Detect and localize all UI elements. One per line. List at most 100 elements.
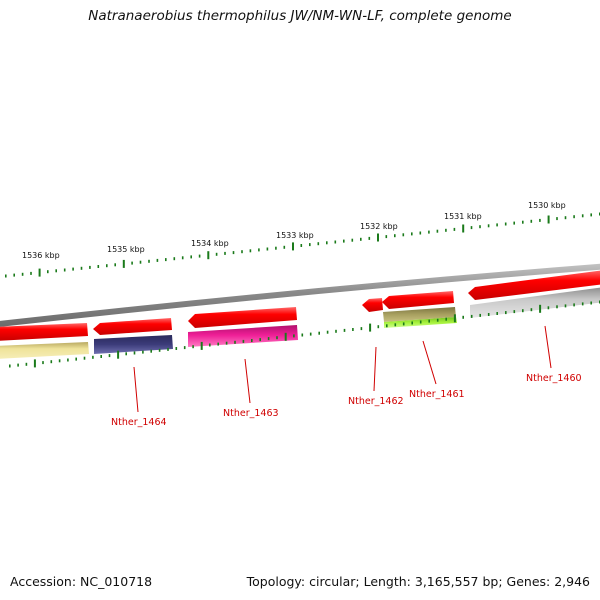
gene-label-nther-1463[interactable]: Nther_1463 xyxy=(223,408,279,419)
inner-ring-minor-tick xyxy=(234,340,236,344)
inner-ring-minor-tick xyxy=(436,318,439,322)
inner-ring-major-tick xyxy=(117,350,120,359)
outer-ring-major-tick xyxy=(462,224,465,233)
leader-line-nther-1461 xyxy=(422,340,437,385)
outer-ring-minor-tick xyxy=(411,232,413,236)
inner-ring-minor-tick xyxy=(217,342,219,346)
inner-ring-minor-tick xyxy=(293,334,295,338)
outer-tick-ring xyxy=(5,212,600,278)
inner-ring-minor-tick xyxy=(487,313,490,316)
outer-ring-minor-tick xyxy=(181,256,184,260)
outer-ring-minor-tick xyxy=(334,240,337,244)
inner-ring-minor-tick xyxy=(225,341,228,345)
cog-band-magenta xyxy=(188,325,298,347)
outer-ring-minor-tick xyxy=(47,270,49,274)
outer-ring-minor-tick xyxy=(309,243,311,247)
map-title: Natranaerobius thermophilus JW/NM-WN-LF,… xyxy=(88,8,512,24)
gene-label-nther-1464[interactable]: Nther_1464 xyxy=(111,417,167,428)
outer-ring-minor-tick xyxy=(530,219,533,223)
kbp-label-1530: 1530 kbp xyxy=(528,201,566,210)
outer-ring-minor-tick xyxy=(89,265,91,269)
gene-nther-1465-partial[interactable] xyxy=(0,323,88,341)
inner-ring-minor-tick xyxy=(402,322,405,326)
cog-band-lightgray xyxy=(470,287,600,318)
outer-ring-minor-tick xyxy=(106,264,108,268)
inner-ring-minor-tick xyxy=(167,347,169,351)
kbp-label-1536: 1536 kbp xyxy=(22,251,60,260)
inner-ring-minor-tick xyxy=(67,358,69,362)
outer-ring-minor-tick xyxy=(30,271,32,275)
outer-ring-minor-tick xyxy=(266,247,269,251)
inner-ring-minor-tick xyxy=(470,314,473,318)
outer-ring-minor-tick xyxy=(496,223,498,227)
inner-ring-minor-tick xyxy=(150,349,152,353)
outer-ring-minor-tick xyxy=(300,244,303,247)
inner-ring-minor-tick xyxy=(411,321,413,325)
outer-ring-minor-tick xyxy=(402,233,405,237)
outer-ring-minor-tick xyxy=(283,245,286,249)
inner-ring-minor-tick xyxy=(394,323,397,327)
cog-track xyxy=(0,287,600,359)
inner-ring-minor-tick xyxy=(360,327,363,331)
gene-nther-1460[interactable] xyxy=(468,270,600,300)
gene-nther-1461[interactable] xyxy=(382,291,454,309)
outer-ring-minor-tick xyxy=(504,222,507,226)
outer-ring-minor-tick xyxy=(55,269,57,273)
outer-ring-major-tick xyxy=(547,215,550,224)
gene-label-nther-1461[interactable]: Nther_1461 xyxy=(409,389,465,400)
outer-ring-major-tick xyxy=(122,259,125,268)
inner-ring-minor-tick xyxy=(92,355,94,359)
inner-ring-minor-tick xyxy=(419,320,422,324)
inner-ring-minor-tick xyxy=(100,355,102,358)
accession-text: Accession: NC_010718 xyxy=(10,574,153,589)
outer-ring-minor-tick xyxy=(173,257,176,261)
outer-ring-minor-tick xyxy=(590,213,592,217)
outer-ring-minor-tick xyxy=(232,251,235,255)
gene-label-nther-1462[interactable]: Nther_1462 xyxy=(348,396,404,407)
outer-ring-minor-tick xyxy=(13,273,15,277)
inner-ring-minor-tick xyxy=(301,333,304,337)
inner-ring-major-tick xyxy=(33,359,36,368)
outer-ring-minor-tick xyxy=(360,237,362,241)
cog-band-indigo xyxy=(94,335,173,354)
outer-ring-minor-tick xyxy=(368,236,371,240)
inner-ring-minor-tick xyxy=(505,311,507,315)
outer-ring-major-tick xyxy=(377,233,379,242)
inner-ring-minor-tick xyxy=(242,339,245,343)
gene-nther-1464[interactable] xyxy=(93,318,172,335)
outer-ring-minor-tick xyxy=(419,231,422,235)
gene-track xyxy=(0,270,600,341)
inner-ring-minor-tick xyxy=(17,363,19,367)
gene-label-group: Nther_1464 Nther_1463 Nther_1462 Nther_1… xyxy=(111,373,582,428)
kbp-label-1531: 1531 kbp xyxy=(444,212,482,221)
gene-nther-1463[interactable] xyxy=(188,307,297,328)
inner-ring-minor-tick xyxy=(158,348,161,352)
outer-ring-minor-tick xyxy=(249,249,252,253)
outer-ring-minor-tick xyxy=(479,225,481,229)
outer-ring-minor-tick xyxy=(556,217,558,221)
outer-ring-minor-tick xyxy=(215,252,218,256)
inner-ring-minor-tick xyxy=(530,308,533,312)
inner-ring-minor-tick xyxy=(513,310,516,314)
leader-line-nther-1462 xyxy=(373,346,377,392)
inner-ring-minor-tick xyxy=(276,336,278,340)
outer-ring-minor-tick xyxy=(470,226,473,230)
gene-nther-1462[interactable] xyxy=(362,298,383,312)
outer-ring-minor-tick xyxy=(513,221,515,225)
inner-ring-minor-tick xyxy=(25,362,28,366)
outer-ring-minor-tick xyxy=(343,239,345,243)
outer-ring-minor-tick xyxy=(72,267,74,271)
kbp-label-1535: 1535 kbp xyxy=(107,245,145,254)
inner-ring-major-tick xyxy=(200,341,203,350)
outer-ring-minor-tick xyxy=(394,234,396,238)
outer-ring-major-tick xyxy=(207,251,210,260)
inner-ring-minor-tick xyxy=(573,303,575,307)
outer-ring-minor-tick xyxy=(5,274,7,278)
inner-ring-minor-tick xyxy=(259,338,261,342)
gene-label-nther-1460[interactable]: Nther_1460 xyxy=(526,373,582,384)
inner-ring-minor-tick xyxy=(326,330,329,334)
inner-ring-minor-tick xyxy=(267,337,270,341)
inner-ring-minor-tick xyxy=(58,359,61,363)
outer-ring-minor-tick xyxy=(436,229,439,233)
outer-ring-minor-tick xyxy=(97,265,100,268)
